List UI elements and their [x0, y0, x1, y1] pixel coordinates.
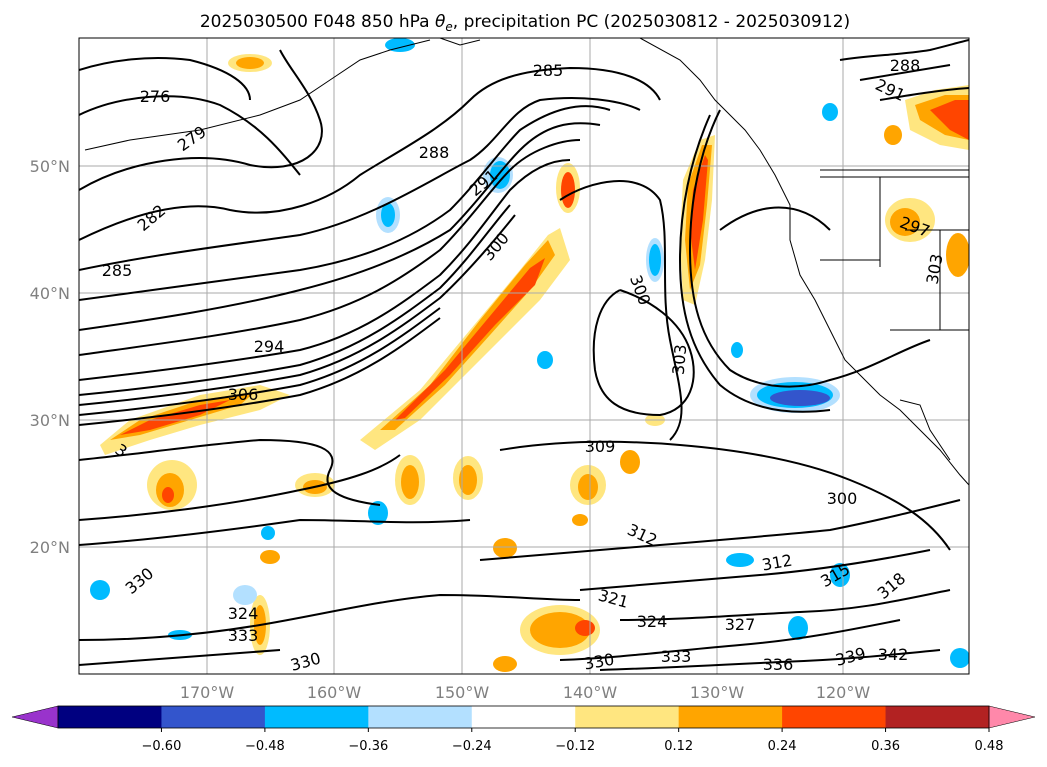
colorbar-tick-label: −0.60	[142, 739, 182, 754]
contour-label: 336	[763, 655, 794, 674]
colorbar-extend-high	[988, 705, 1036, 729]
colorbar-tick-label: −0.48	[245, 739, 285, 754]
contour-label: 285	[533, 61, 564, 80]
contour-label: 306	[228, 385, 259, 404]
colorbar-extend-low	[11, 705, 59, 729]
longitude-labels: 170°W 160°W 150°W 140°W 130°W 120°W	[180, 683, 871, 702]
lon-label: 120°W	[816, 683, 871, 702]
contour-label: 333	[228, 626, 259, 645]
contour-label: 309	[585, 437, 616, 456]
lon-label: 170°W	[180, 683, 235, 702]
lon-label: 130°W	[690, 683, 745, 702]
contour-label: 333	[661, 647, 692, 666]
map-title: 2025030500 F048 850 hPa θe, precipitatio…	[200, 12, 850, 34]
contour-label: 324	[228, 604, 259, 623]
colorbar-tick-label: 0.48	[975, 739, 1004, 754]
lon-label: 150°W	[435, 683, 490, 702]
colorbar-segment	[161, 706, 266, 728]
lat-label: 20°N	[30, 538, 70, 557]
colorbar-tick-label: 0.24	[768, 739, 797, 754]
contour-label: 342	[878, 645, 909, 664]
colorbar-tick-label: −0.36	[348, 739, 388, 754]
colorbar-tick-label: −0.24	[452, 739, 492, 754]
coastlines	[84, 38, 969, 486]
colorbar-segment	[264, 706, 369, 728]
colorbar-segment	[575, 706, 680, 728]
lon-label: 140°W	[563, 683, 618, 702]
contour-label: 327	[725, 615, 756, 634]
contour-label: 276	[140, 87, 171, 106]
contour-label: 294	[254, 337, 285, 356]
contour-label: 303	[669, 343, 691, 375]
lat-label: 40°N	[30, 284, 70, 303]
colorbar-segment	[58, 706, 162, 728]
map-area: 276 279 282 285 288 291 285 288 291 294 …	[79, 38, 969, 674]
gridlines	[79, 38, 969, 674]
colorbar: −0.60 −0.48 −0.36 −0.24 −0.12 0.12 0.24 0.36 0.4…	[11, 705, 1036, 754]
colorbar-segment	[885, 706, 990, 728]
colorbar-tick-label: −0.12	[555, 739, 595, 754]
map-frame	[78, 37, 970, 675]
colorbar-segment	[471, 706, 576, 728]
contour-label: 288	[419, 143, 450, 162]
colorbar-tick-label: 0.12	[664, 739, 693, 754]
contour-label: 288	[890, 56, 921, 75]
lat-label: 50°N	[30, 157, 70, 176]
colorbar-tick-label: 0.36	[871, 739, 900, 754]
colorbar-segment	[368, 706, 473, 728]
contour-label: 324	[637, 612, 668, 631]
theta-e-contours	[79, 39, 969, 671]
contour-label: 285	[102, 261, 133, 280]
latitude-labels: 50°N 40°N 30°N 20°N	[30, 157, 70, 557]
lat-label: 30°N	[30, 411, 70, 430]
colorbar-segment	[782, 706, 887, 728]
contour-label: 300	[827, 489, 858, 508]
lon-label: 160°W	[307, 683, 362, 702]
colorbar-segment	[678, 706, 783, 728]
